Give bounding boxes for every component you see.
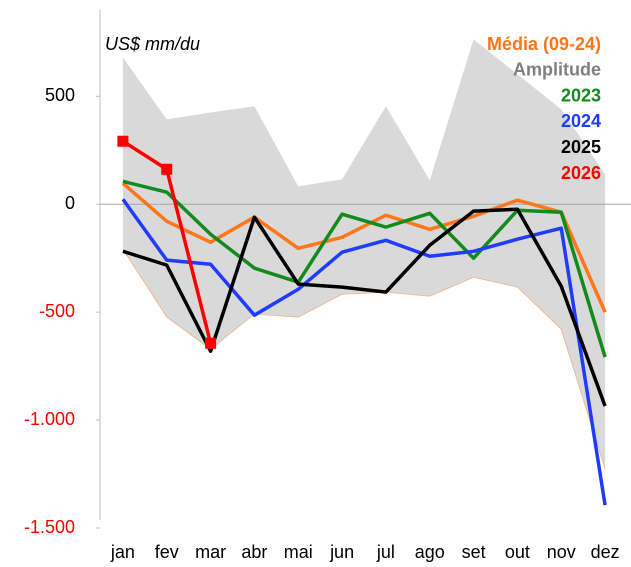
- range-area: [122, 39, 606, 470]
- legend-entry: 2025: [561, 137, 601, 157]
- x-tick-label: jun: [329, 542, 354, 562]
- series-marker: [161, 163, 173, 175]
- range-min-edge: [122, 248, 606, 470]
- x-tick-label: set: [462, 542, 486, 562]
- x-tick-label: out: [505, 542, 530, 562]
- legend-entry: Média (09-24): [487, 34, 601, 54]
- series-marker: [117, 135, 129, 147]
- x-tick-label: ago: [415, 542, 445, 562]
- y-tick-label: 500: [45, 85, 75, 105]
- y-tick-label: -1.000: [24, 409, 75, 429]
- y-tick-label: -500: [39, 301, 75, 321]
- legend-entry: 2026: [561, 163, 601, 183]
- x-tick-label: nov: [547, 542, 576, 562]
- legend-entry: Amplitude: [513, 60, 601, 80]
- legend-entry: 2024: [561, 111, 601, 131]
- series-line: [121, 181, 607, 313]
- x-tick-label: mar: [195, 542, 226, 562]
- x-tick-label: abr: [241, 542, 267, 562]
- x-tick-label: jul: [376, 542, 395, 562]
- x-tick-label: fev: [155, 542, 179, 562]
- series-line: [122, 207, 607, 407]
- legend-entry: 2023: [561, 85, 601, 105]
- series-line: [121, 198, 607, 506]
- x-tick-label: mai: [284, 542, 313, 562]
- x-tick-label: jan: [110, 542, 135, 562]
- x-tick-label: dez: [591, 542, 620, 562]
- series-marker: [205, 337, 217, 349]
- y-tick-label: 0: [65, 193, 75, 213]
- chart-title: US$ mm/du: [105, 34, 200, 54]
- series-line: [122, 179, 607, 358]
- y-tick-label: -1.500: [24, 517, 75, 537]
